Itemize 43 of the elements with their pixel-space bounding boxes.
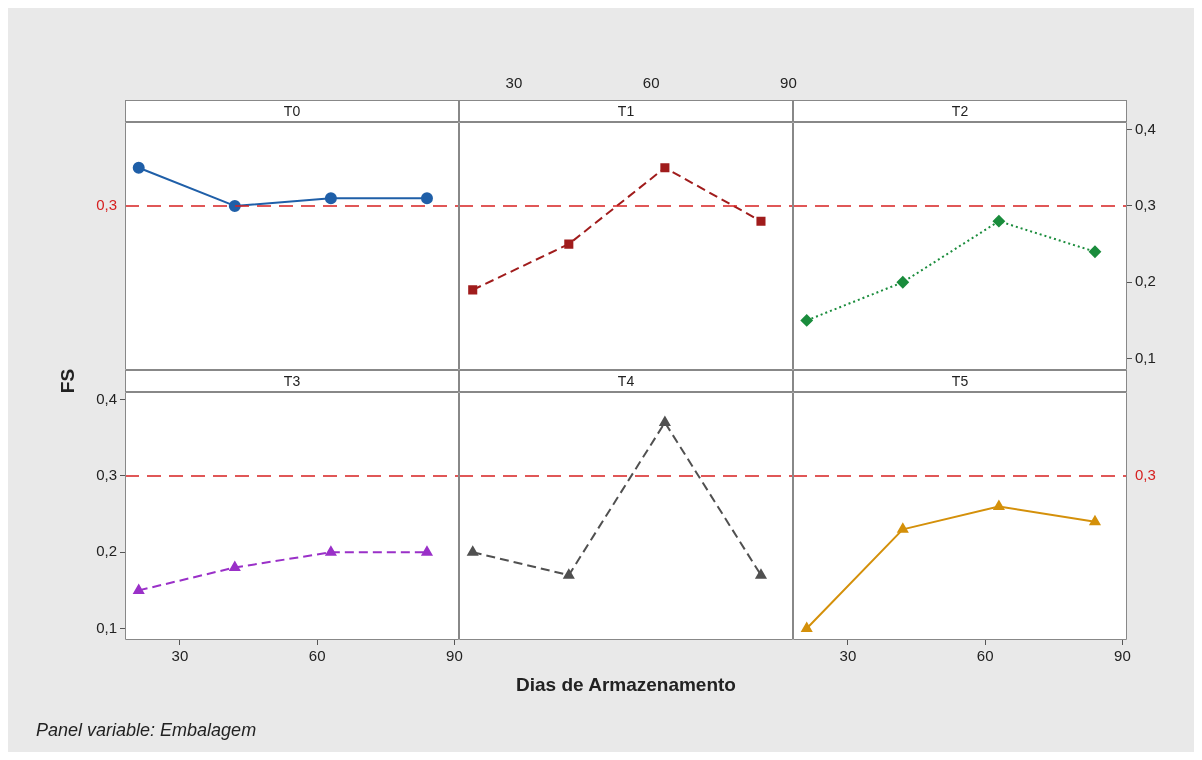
point: [756, 216, 766, 226]
y-tick-label: 0,4: [96, 389, 117, 407]
y2-tick-label: 0,2: [1135, 272, 1156, 290]
point: [993, 500, 1005, 510]
point: [421, 546, 433, 556]
ref-line-label: 0,3: [1135, 466, 1156, 484]
chart-title: T0: [125, 100, 459, 122]
text: Panel variable: Embalagem: [36, 720, 257, 741]
y2-tick-label: 0,4: [1135, 119, 1156, 137]
point: [897, 523, 909, 533]
chart-title: T4: [459, 370, 793, 392]
point: [660, 163, 670, 173]
x-tick-label: 90: [1114, 647, 1131, 665]
x-axis-title: Dias de Armazenamento: [515, 674, 737, 696]
y-tick-label: 0,1: [96, 618, 117, 636]
y2-tick-label: 0,3: [1135, 196, 1156, 214]
point: [801, 622, 813, 633]
chart-title: T1: [459, 100, 793, 122]
point: [992, 215, 1005, 228]
point: [1089, 515, 1101, 526]
y2-tick-label: 0,1: [1135, 348, 1156, 366]
point: [325, 546, 337, 556]
y-axis-title: FS: [56, 367, 79, 396]
point: [133, 584, 145, 594]
point: [896, 276, 909, 289]
point: [229, 561, 241, 572]
chart-title: T3: [125, 370, 459, 392]
x-tick-label: 30: [171, 647, 189, 665]
y-tick-label: 0,3: [96, 466, 117, 484]
point: [468, 285, 478, 295]
x-tick-label: 60: [642, 74, 660, 92]
point: [800, 314, 813, 327]
chart-title: T5: [793, 370, 1127, 392]
y-tick-label: 0,2: [96, 542, 117, 560]
x-tick-label: 30: [839, 647, 857, 665]
x-tick-label: 30: [505, 74, 523, 92]
x-tick-label: 60: [308, 647, 326, 665]
x-tick-label: 60: [976, 647, 994, 665]
point: [564, 239, 574, 249]
x-tick-label: 90: [780, 74, 797, 92]
point: [1088, 245, 1101, 258]
chart-title: T2: [793, 100, 1127, 122]
x-tick-label: 90: [446, 647, 463, 665]
